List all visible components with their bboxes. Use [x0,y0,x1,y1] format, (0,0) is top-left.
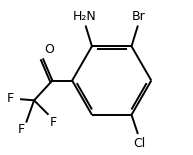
Text: F: F [7,92,14,105]
Text: O: O [45,43,55,56]
Text: Cl: Cl [133,137,145,150]
Text: Br: Br [131,10,145,23]
Text: H₂N: H₂N [73,10,97,23]
Text: F: F [18,123,25,136]
Text: F: F [49,116,56,128]
